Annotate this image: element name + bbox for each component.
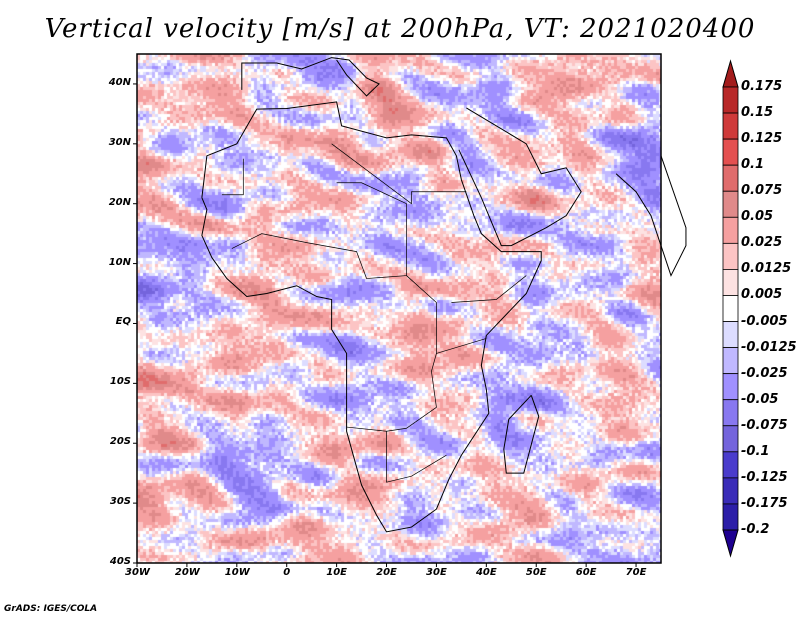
country-border	[346, 275, 437, 432]
colorbar-segment	[722, 399, 739, 427]
plot-title: Vertical velocity [m/s] at 200hPa, VT: 2…	[44, 14, 756, 44]
colorbar-label: -0.0125	[741, 339, 797, 355]
lat-tick-label: 20S	[109, 436, 131, 448]
arabia-coastline	[458, 107, 582, 247]
colorbar-segment	[722, 477, 739, 505]
colorbar-label: 0.05	[741, 209, 774, 225]
vertical-velocity-map	[137, 54, 661, 563]
lat-tick-label: 20N	[108, 196, 131, 208]
lon-tick-label: 0	[283, 567, 291, 578]
colorbar-segment	[722, 112, 739, 140]
colorbar-segment	[722, 503, 739, 531]
colorbar-segment	[722, 321, 739, 348]
colorbar-segment	[722, 347, 739, 375]
africa-coastline	[201, 101, 542, 533]
colorbar-min-triangle	[722, 529, 739, 558]
colorbar-segment	[722, 86, 739, 114]
country-border	[451, 275, 527, 303]
madagascar-coastline	[503, 394, 540, 474]
colorbar-segment	[722, 216, 739, 244]
colorbar-segment	[722, 451, 739, 479]
lon-tick-label: 10W	[224, 567, 250, 578]
lon-tick-label: 20W	[174, 567, 200, 578]
colorbar-label: 0.1	[741, 157, 765, 173]
colorbar-segment	[722, 269, 739, 296]
colorbar-label: 0.125	[741, 131, 783, 147]
country-border	[231, 182, 407, 279]
colorbar-label: -0.1	[741, 443, 770, 459]
colorbar-label: -0.125	[741, 469, 788, 485]
lat-tick-label: 10N	[108, 256, 131, 268]
lon-tick-label: 20E	[376, 567, 397, 578]
colorbar-label: -0.025	[741, 365, 788, 381]
colorbar-segment	[722, 242, 739, 270]
lat-tick-label: 10S	[109, 376, 131, 388]
lon-tick-label: 50E	[525, 567, 547, 578]
country-border	[331, 143, 467, 205]
colorbar-label: -0.2	[741, 522, 770, 537]
lat-tick-label: 30S	[109, 496, 131, 508]
colorbar-label: 0.075	[741, 183, 783, 199]
lon-tick-label: 10E	[326, 567, 347, 578]
colorbar-label: -0.05	[741, 391, 779, 407]
colorbar-segment	[722, 425, 739, 453]
colorbar-label: -0.075	[741, 417, 788, 433]
lon-tick-label: 60E	[575, 567, 597, 578]
colorbar-segment	[722, 138, 739, 166]
colorbar-segment	[722, 190, 739, 218]
colorbar-label: 0.005	[741, 287, 783, 303]
colorbar-label: 0.175	[741, 79, 783, 94]
colorbar-label: 0.0125	[741, 261, 792, 277]
colorbar-segment	[722, 164, 739, 192]
colorbar-max-triangle	[722, 59, 739, 88]
colorbar-segment	[722, 373, 739, 401]
lon-tick-label: 40E	[475, 567, 497, 578]
lat-tick-label: 40N	[108, 76, 131, 88]
colorbar-label: -0.005	[741, 313, 788, 329]
lat-tick-label: 40S	[109, 556, 131, 567]
country-border	[386, 431, 447, 483]
lon-tick-label: 30W	[125, 567, 150, 578]
lon-tick-label: 70E	[625, 567, 647, 578]
lat-tick-label: 30N	[108, 136, 131, 148]
colorbar-segment	[722, 295, 739, 322]
lat-tick-label: EQ	[115, 316, 131, 328]
colorbar-label: 0.025	[741, 235, 783, 251]
india-coastline	[615, 155, 687, 277]
europe-coastline	[241, 57, 380, 97]
colorbar-label: -0.175	[741, 495, 788, 511]
colorbar-label: 0.15	[741, 105, 774, 121]
grads-credit: GrADS: IGES/COLA	[4, 604, 98, 614]
country-border	[436, 338, 487, 354]
lon-tick-label: 30E	[426, 567, 447, 578]
country-border	[221, 158, 244, 196]
map-frame	[136, 53, 662, 564]
